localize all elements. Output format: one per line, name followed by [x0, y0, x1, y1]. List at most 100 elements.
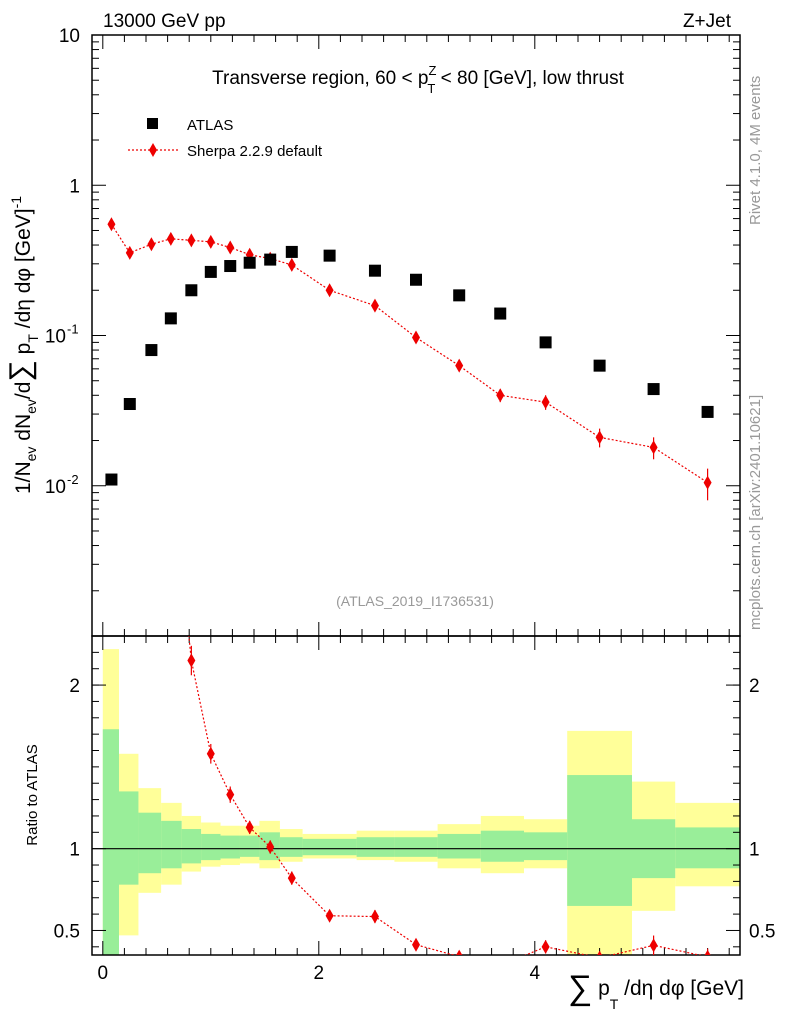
sherpa-ratio-point [167, 452, 175, 466]
ratio-inner-band [102, 729, 740, 955]
y-tick-label: 10 [59, 26, 80, 47]
sherpa-ratio-point [456, 949, 463, 955]
atlas-point [323, 249, 336, 262]
inner-band-bin [161, 820, 182, 869]
sherpa-point [107, 217, 116, 232]
sherpa-point [703, 475, 712, 490]
x-axis-label: ∑ pT /dη dφ [GeV] [568, 969, 744, 1012]
sherpa-point [226, 240, 235, 255]
atlas-point [224, 260, 237, 273]
ratio-y-tick-label: 1 [69, 840, 80, 861]
x-tick-label: 2 [314, 963, 325, 984]
inner-band-bin [302, 838, 357, 856]
legend-sherpa-marker [149, 143, 157, 157]
inner-band-bin [394, 837, 438, 857]
ratio-y-tick-label-right: 1 [749, 840, 760, 861]
sherpa-point [147, 237, 156, 252]
atlas-point [123, 398, 136, 411]
sherpa-point [649, 440, 658, 455]
atlas-point [204, 265, 217, 278]
sherpa-point [496, 388, 505, 403]
energy-label: 13000 GeV pp [103, 11, 226, 32]
sherpa-point [125, 245, 134, 260]
sherpa-ratio-point [226, 787, 235, 802]
sherpa-point [206, 234, 215, 249]
analysis-watermark: (ATLAS_2019_I1736531) [336, 593, 494, 609]
sherpa-ratio-point [370, 909, 379, 924]
inner-band-bin [181, 829, 202, 864]
sherpa-line [110, 223, 708, 484]
atlas-point [243, 256, 256, 269]
main-panel-title: Transverse region, 60 < pZ T < 80 [GeV], … [212, 63, 624, 96]
y-tick-label: 10 [45, 477, 66, 498]
sherpa-point [455, 358, 464, 373]
sherpa-point [287, 257, 296, 272]
atlas-point [647, 383, 660, 396]
sherpa-ratio-series [147, 177, 711, 973]
ratio-y-axis-label: Ratio to ATLAS [24, 744, 41, 845]
atlas-point [285, 245, 298, 258]
atlas-point [185, 284, 198, 297]
inner-band-bin [480, 830, 524, 862]
inner-band-bin [102, 729, 119, 955]
sherpa-ratio-point [266, 840, 275, 855]
process-label: Z+Jet [683, 11, 732, 32]
atlas-point [164, 312, 177, 325]
atlas-point [593, 359, 606, 372]
ratio-plot-frame [91, 635, 741, 956]
inner-band-bin [201, 833, 221, 861]
sherpa-ratio-point [597, 950, 603, 955]
inner-band-bin [437, 833, 481, 859]
sherpa-point [325, 283, 334, 298]
ratio-y-tick-label: 0.5 [54, 921, 80, 942]
sherpa-point [541, 395, 550, 410]
legend-sherpa-label: Sherpa 2.2.9 default [187, 143, 323, 160]
sherpa-ratio-point [412, 937, 420, 952]
legend-atlas-marker [147, 118, 158, 129]
mcplots-label: mcplots.cern.ch [arXiv:2401.10621] [747, 395, 764, 630]
sherpa-ratio-point [649, 938, 658, 953]
inner-band-bin [356, 837, 395, 857]
inner-band-bin [567, 775, 632, 906]
inner-band-bin [279, 837, 303, 857]
sherpa-ratio-point [245, 820, 254, 835]
inner-band-bin [220, 835, 240, 859]
sherpa-ratio-point [206, 746, 215, 761]
sherpa-ratio-point [147, 177, 155, 191]
sherpa-ratio-point [325, 908, 334, 923]
x-tick-label: 0 [98, 963, 109, 984]
ratio-clipped-group [147, 177, 711, 973]
atlas-point [368, 264, 381, 277]
rivet-version-label: Rivet 4.1.0, 4M events [747, 76, 764, 225]
y-tick-label: 10 [45, 327, 66, 348]
x-tick-label: 4 [530, 963, 541, 984]
atlas-main-series [105, 245, 714, 486]
sherpa-main-series [107, 217, 712, 501]
ratio-y-tick-label-right: 0.5 [749, 921, 775, 942]
y-tick-exponent: -2 [67, 472, 79, 487]
atlas-point [494, 307, 507, 320]
sherpa-point [595, 430, 604, 445]
y-tick-exponent: -1 [67, 322, 79, 337]
inner-band-bin [675, 827, 740, 869]
sherpa-ratio-point [704, 949, 711, 955]
sherpa-point [412, 330, 420, 345]
legend-atlas-label: ATLAS [187, 117, 233, 134]
atlas-point [453, 289, 466, 302]
axis-ticks [92, 34, 740, 955]
inner-band-bin [138, 812, 162, 874]
inner-band-bin [524, 832, 568, 861]
sherpa-ratio-point [287, 871, 296, 886]
y-tick-label: 1 [69, 176, 80, 197]
atlas-point [145, 344, 158, 357]
ratio-y-tick-label-right: 2 [749, 676, 760, 697]
atlas-point [264, 253, 277, 266]
inner-band-bin [239, 835, 260, 857]
sherpa-point [166, 231, 175, 246]
sherpa-ratio-point [496, 959, 504, 973]
inner-band-bin [119, 791, 139, 885]
atlas-point [105, 473, 118, 486]
atlas-point [410, 273, 422, 286]
